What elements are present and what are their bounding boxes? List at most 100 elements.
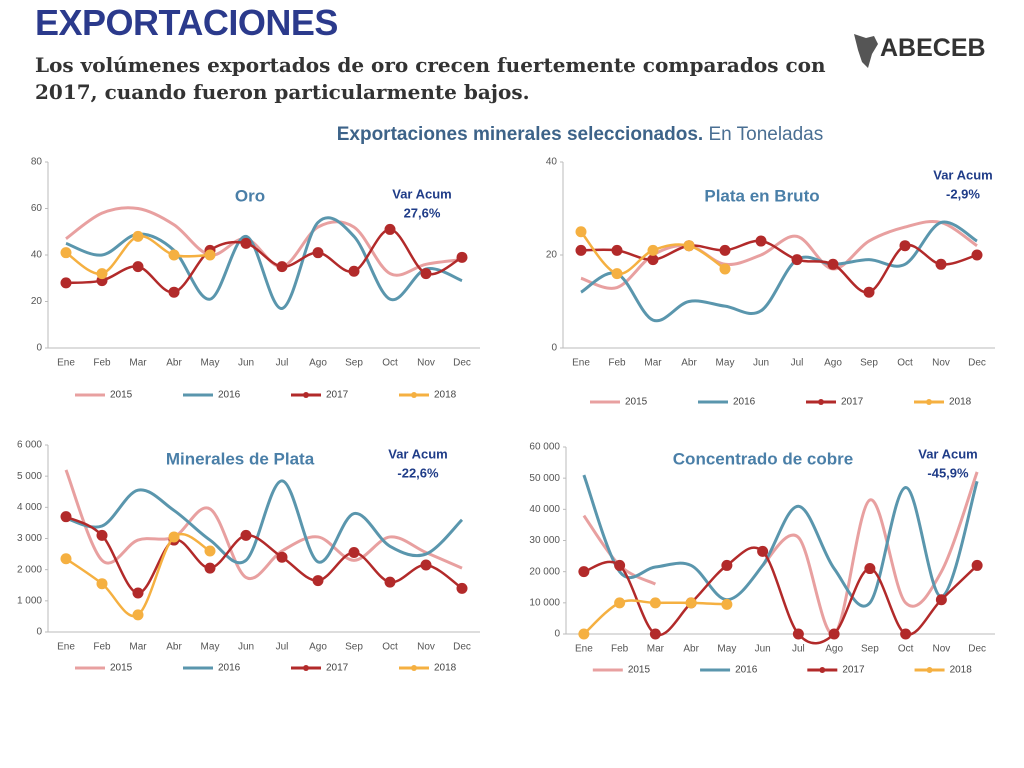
point (899, 240, 911, 252)
legend-label: 2015 (625, 397, 648, 408)
point (683, 240, 695, 252)
point (60, 277, 72, 289)
point (60, 553, 72, 565)
x-tick-label: Ago (309, 642, 327, 653)
x-tick-label: Jul (276, 642, 289, 653)
x-tick-label: Oct (897, 358, 913, 369)
point (900, 628, 912, 640)
point (614, 559, 626, 571)
x-tick-label: Jun (753, 358, 769, 369)
legend-marker (303, 665, 309, 671)
legend-label: 2015 (110, 390, 133, 401)
point (240, 529, 252, 541)
point (971, 249, 983, 261)
annotation-title: Var Acum (392, 186, 452, 201)
x-tick-label: Feb (93, 642, 111, 653)
x-tick-label: Mar (129, 358, 147, 369)
legend-label: 2015 (110, 663, 133, 674)
legend-label: 2018 (949, 397, 972, 408)
point (719, 244, 731, 256)
x-tick-label: Oct (382, 642, 398, 653)
legend-label: 2018 (434, 390, 457, 401)
legend-label: 2017 (841, 397, 864, 408)
point (456, 582, 468, 594)
slide-subtitle: Los volúmenes exportados de oro crecen f… (35, 53, 826, 104)
x-tick-label: Sep (861, 644, 879, 655)
point (935, 258, 947, 270)
x-tick-label: Abr (166, 358, 182, 369)
point (384, 223, 396, 235)
legend-label: 2017 (326, 390, 349, 401)
series-line (582, 474, 979, 608)
y-tick-label: 3 000 (17, 533, 42, 544)
legend-marker (926, 399, 932, 405)
x-tick-label: Abr (166, 642, 182, 653)
legend-marker (303, 392, 309, 398)
logo-icon (854, 34, 878, 68)
x-tick-label: Ene (575, 644, 593, 655)
legend-label: 2017 (842, 665, 865, 676)
point (132, 261, 144, 273)
x-tick-label: Jun (238, 642, 254, 653)
y-tick-label: 5 000 (17, 471, 42, 482)
point (348, 547, 360, 559)
point (420, 559, 432, 571)
point (204, 545, 216, 557)
y-tick-label: 40 (31, 250, 43, 261)
x-tick-label: Jul (791, 358, 804, 369)
x-tick-label: Jul (792, 644, 805, 655)
point (312, 247, 324, 259)
legend-label: 2015 (628, 665, 651, 676)
annotation-value: 27,6% (404, 205, 441, 220)
x-tick-label: Dec (968, 644, 986, 655)
x-tick-label: Ene (572, 358, 590, 369)
point (96, 268, 108, 280)
point (575, 244, 587, 256)
point (204, 562, 216, 574)
point (611, 244, 623, 256)
point (791, 254, 803, 266)
point (721, 598, 733, 610)
x-tick-label: Sep (345, 642, 363, 653)
x-tick-label: Sep (860, 358, 878, 369)
point (420, 268, 432, 280)
x-tick-label: Jul (276, 358, 289, 369)
x-tick-label: Mar (129, 642, 147, 653)
y-tick-label: 20 000 (529, 566, 560, 577)
point (757, 545, 769, 557)
legend-label: 2018 (950, 665, 973, 676)
chart-title: Oro (235, 186, 265, 205)
x-tick-label: Dec (453, 358, 471, 369)
point (647, 244, 659, 256)
y-tick-label: 40 (546, 157, 558, 168)
point (575, 226, 587, 238)
point (96, 578, 108, 590)
point (649, 597, 661, 609)
x-tick-label: Sep (345, 358, 363, 369)
y-tick-label: 4 000 (17, 502, 42, 513)
y-tick-label: 20 (31, 296, 43, 307)
series-line (65, 216, 463, 310)
y-tick-label: 30 000 (529, 535, 560, 546)
point (647, 254, 659, 266)
y-tick-label: 0 (551, 343, 557, 354)
point (456, 251, 468, 263)
legend-marker (819, 667, 826, 673)
x-tick-label: Nov (417, 642, 435, 653)
x-tick-label: Mar (644, 358, 662, 369)
point (828, 628, 840, 640)
annotation-title: Var Acum (918, 446, 978, 461)
section-title: Exportaciones minerales seleccionados. E… (0, 124, 1024, 146)
y-tick-label: 0 (36, 343, 42, 354)
series-line (64, 469, 463, 581)
annotation-value: -22,6% (397, 465, 439, 480)
point (578, 566, 590, 578)
point (971, 559, 983, 571)
annotation-title: Var Acum (388, 446, 448, 461)
point (935, 594, 947, 606)
point (685, 597, 697, 609)
chart-title: Concentrado de cobre (673, 449, 853, 468)
point (96, 529, 108, 541)
annotation-value: -45,9% (927, 465, 969, 480)
